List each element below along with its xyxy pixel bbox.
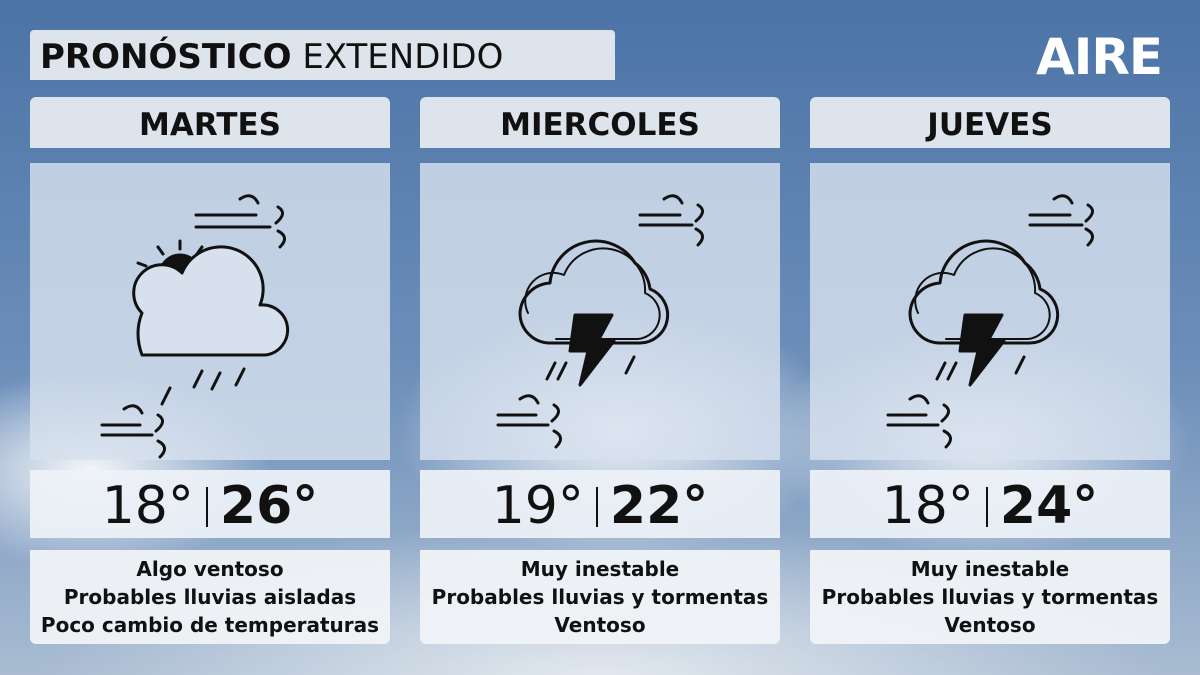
temp-min: 18° (881, 476, 974, 536)
icon-storm (496, 194, 704, 449)
desc-line: Algo ventoso (136, 557, 284, 581)
separator (985, 487, 988, 527)
desc-line: Muy inestable (520, 557, 680, 581)
desc-line: Muy inestable (910, 557, 1070, 581)
day-name: MIERCOLES (420, 97, 780, 148)
brand-logo: AIRE (1036, 28, 1163, 86)
day-column: MIERCOLES 19° 22° Muy inestable Probables… (420, 97, 780, 644)
day-column: MARTES 18° 26° Algo ventoso Probables llu… (30, 97, 390, 644)
day-column: JUEVES 18° 24° Muy inestable Probables ll… (810, 97, 1170, 644)
temp-max: 22° (609, 476, 709, 536)
desc-line: Probables lluvias aisladas (63, 585, 357, 609)
icon-storm (886, 194, 1094, 449)
weather-icon (810, 163, 1170, 460)
description: Muy inestable Probables lluvias y tormen… (420, 550, 780, 644)
header-title: PRONÓSTICO EXTENDIDO (30, 30, 615, 80)
title-regular: EXTENDIDO (302, 37, 504, 77)
temperature: 18° 26° (30, 470, 390, 538)
separator (205, 487, 208, 527)
separator (595, 487, 598, 527)
description: Algo ventoso Probables lluvias aisladas … (30, 550, 390, 644)
temp-min: 18° (101, 476, 194, 536)
temperature: 18° 24° (810, 470, 1170, 538)
day-name: JUEVES (810, 97, 1170, 148)
day-name: MARTES (30, 97, 390, 148)
desc-line: Ventoso (944, 613, 1036, 637)
description: Muy inestable Probables lluvias y tormen… (810, 550, 1170, 644)
temp-min: 19° (491, 476, 584, 536)
desc-line: Poco cambio de temperaturas (40, 613, 380, 637)
desc-line: Ventoso (554, 613, 646, 637)
temp-max: 26° (219, 476, 319, 536)
title-bold: PRONÓSTICO (40, 37, 292, 77)
icon-sun-cloud (100, 194, 290, 459)
temp-max: 24° (999, 476, 1099, 536)
desc-line: Probables lluvias y tormentas (431, 585, 769, 609)
desc-line: Probables lluvias y tormentas (821, 585, 1159, 609)
temperature: 19° 22° (420, 470, 780, 538)
weather-icon (420, 163, 780, 460)
weather-icon (30, 163, 390, 460)
